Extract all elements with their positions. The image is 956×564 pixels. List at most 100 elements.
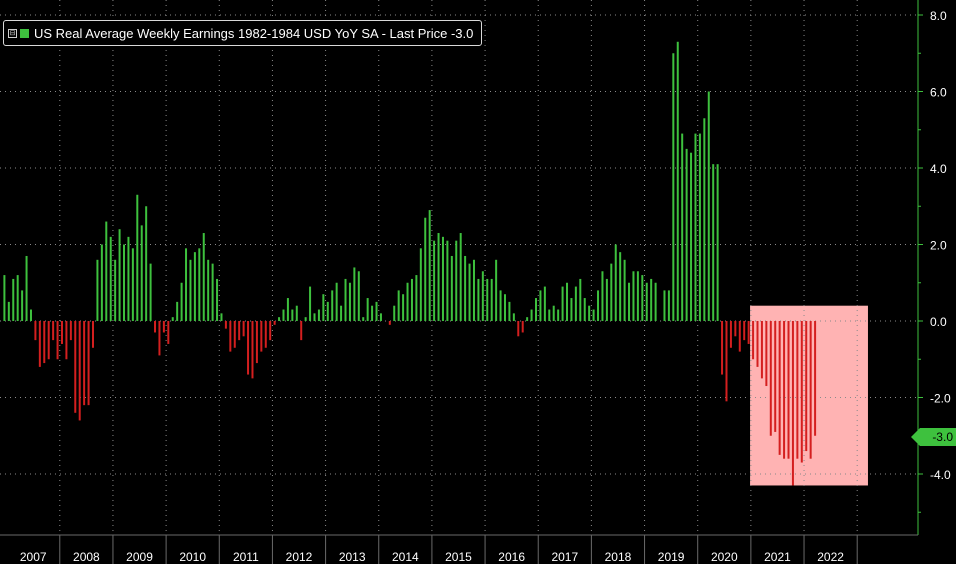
bar <box>282 309 285 321</box>
bar <box>667 290 670 321</box>
bar <box>60 321 63 344</box>
bar <box>588 305 591 321</box>
bar <box>721 321 724 375</box>
bar <box>233 321 236 348</box>
bar <box>517 321 520 337</box>
bar <box>769 321 772 436</box>
bar <box>805 321 808 452</box>
bar <box>366 298 369 321</box>
bar <box>52 321 55 341</box>
bar <box>118 229 121 321</box>
bar <box>180 282 183 321</box>
bar <box>592 309 595 321</box>
bar <box>446 240 449 321</box>
bar <box>193 252 196 321</box>
bar <box>672 53 675 321</box>
bar <box>38 321 41 367</box>
bar <box>189 259 192 321</box>
y-tick-label: 4.0 <box>930 162 947 176</box>
bar <box>561 286 564 321</box>
bar <box>729 321 732 348</box>
bar <box>419 248 422 321</box>
y-tick-label: 8.0 <box>930 9 947 23</box>
bar <box>145 206 148 321</box>
bar <box>583 298 586 321</box>
bar <box>242 321 245 337</box>
bar <box>406 282 409 321</box>
bar <box>388 321 391 325</box>
bar <box>220 313 223 321</box>
bar <box>131 248 134 321</box>
bar <box>185 248 188 321</box>
bar <box>459 233 462 321</box>
bar <box>109 236 112 321</box>
bar <box>685 148 688 321</box>
legend-box[interactable]: ⊟ US Real Average Weekly Earnings 1982-1… <box>3 20 483 46</box>
bar <box>371 305 374 321</box>
bar <box>300 321 303 341</box>
bar <box>605 278 608 321</box>
bar <box>331 290 334 321</box>
bar <box>100 244 103 321</box>
bar <box>105 221 108 321</box>
bar <box>362 317 365 321</box>
bar <box>566 282 569 321</box>
bar <box>787 321 790 459</box>
bar <box>441 236 444 321</box>
bar <box>526 317 529 321</box>
bar <box>481 271 484 321</box>
bar <box>681 133 684 321</box>
bar <box>322 294 325 321</box>
last-price-value: -3.0 <box>932 430 953 444</box>
bar <box>433 240 436 321</box>
bar <box>552 305 555 321</box>
x-tick-label: 2021 <box>764 550 791 564</box>
bar <box>83 321 86 406</box>
bar <box>167 321 170 344</box>
y-tick-label: -4.0 <box>930 468 951 482</box>
bar <box>747 321 750 344</box>
x-tick-label: 2016 <box>498 550 525 564</box>
x-tick-label: 2012 <box>286 550 313 564</box>
bar <box>472 259 475 321</box>
bar <box>557 309 560 321</box>
bar <box>176 301 179 321</box>
bar <box>490 278 493 321</box>
bar <box>628 282 631 321</box>
bar <box>154 321 157 333</box>
bar <box>477 278 480 321</box>
legend-collapse-icon[interactable]: ⊟ <box>8 28 17 38</box>
bar <box>3 275 6 321</box>
bar <box>247 321 250 375</box>
bar <box>597 290 600 321</box>
bar <box>636 271 639 321</box>
bar <box>313 313 316 321</box>
bar <box>96 259 99 321</box>
bar <box>304 317 307 321</box>
bar <box>814 321 817 436</box>
grid-layer <box>0 0 918 535</box>
bar <box>114 259 117 321</box>
bar <box>207 259 210 321</box>
bar <box>548 309 551 321</box>
bar <box>264 321 267 348</box>
bar <box>357 271 360 321</box>
bar <box>428 210 431 321</box>
bar <box>56 321 59 360</box>
bar <box>295 305 298 321</box>
bar <box>269 321 272 341</box>
bar <box>712 164 715 321</box>
bar <box>47 321 50 360</box>
bar <box>495 259 498 321</box>
bar <box>543 286 546 321</box>
bar <box>92 321 94 348</box>
bar <box>437 233 440 321</box>
x-tick-label: 2015 <box>445 550 472 564</box>
bar <box>7 301 10 321</box>
x-tick-label: 2019 <box>658 550 685 564</box>
bar <box>570 298 573 321</box>
bar <box>783 321 786 459</box>
bar <box>424 217 427 321</box>
